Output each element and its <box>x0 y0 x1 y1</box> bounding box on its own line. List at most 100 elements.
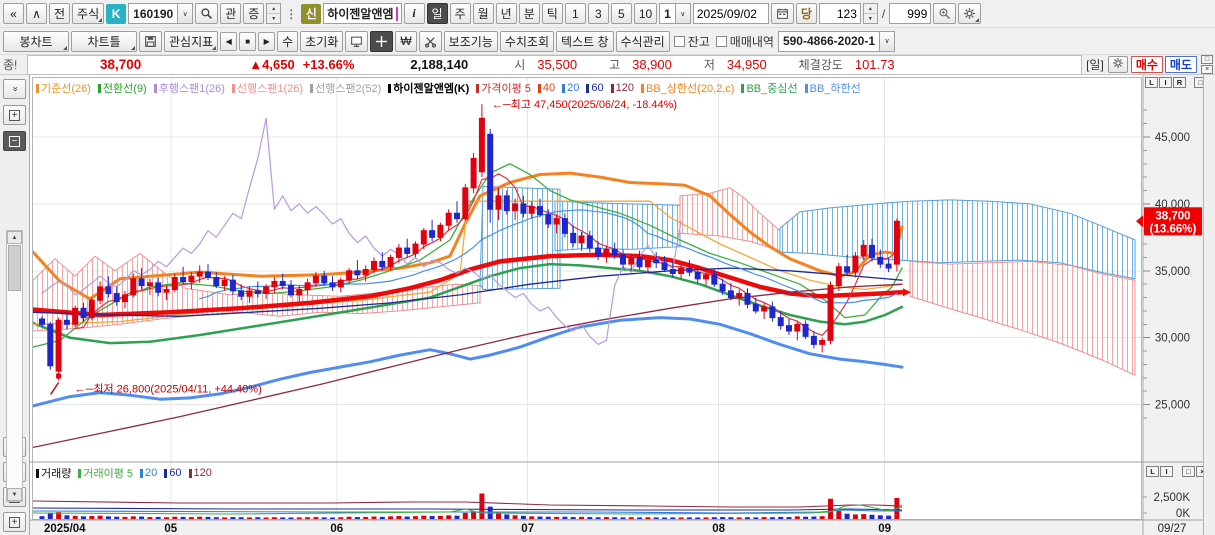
scroll-down-button[interactable]: ▼ <box>7 488 22 501</box>
svg-text:38,700: 38,700 <box>1155 210 1190 222</box>
value-lookup-button[interactable]: 수치조회 <box>499 30 555 52</box>
account-select[interactable]: 590-4866-2020-1 ∨ <box>777 30 896 52</box>
quote-bar: 종! 38,700 ▲4,650 +13.66% 2,188,140 시 35,… <box>0 54 1215 75</box>
add-pane-button[interactable]: + <box>3 105 26 125</box>
mini-close-button[interactable]: × <box>1201 65 1213 74</box>
count-spinner[interactable]: ▲ ▼ <box>862 3 878 24</box>
chart-frame-button[interactable]: 차트틀 <box>71 30 137 52</box>
strength-label: 체결강도 <box>798 58 843 72</box>
volume-pane-i-button[interactable]: I <box>1160 466 1173 477</box>
high-label: 고 <box>609 58 621 72</box>
period-month-button[interactable]: 월 <box>472 3 494 24</box>
jeon-button[interactable]: 전 <box>49 3 71 24</box>
scrollbar-thumb[interactable] <box>8 245 21 291</box>
period-week-button[interactable]: 주 <box>449 3 471 24</box>
svg-text:06: 06 <box>330 523 343 535</box>
text-window-button[interactable]: 텍스트 창 <box>556 30 614 52</box>
aux-function-button[interactable]: 보조기능 <box>443 30 498 52</box>
spinner-up-icon[interactable]: ▲ <box>267 4 281 14</box>
period-minute-button[interactable]: 분 <box>518 3 540 24</box>
interval-1-button[interactable]: 1 <box>564 3 586 24</box>
interval-3-button[interactable]: 3 <box>587 3 609 24</box>
window-prev-button[interactable]: « <box>3 3 24 24</box>
settings-button[interactable] <box>958 3 982 24</box>
spinner-down-icon[interactable]: ▼ <box>271 15 277 22</box>
favorite-indicator-button[interactable]: 관심지표 <box>164 30 219 52</box>
search-plus-button[interactable] <box>933 3 957 24</box>
scroll-left-button[interactable]: ◀ <box>220 31 238 51</box>
chart-canvas[interactable]: ←─최고 47,450(2025/06/24, -18.44%) ←─최저 26,… <box>30 75 1203 535</box>
legend-color-bar-icon <box>78 468 82 478</box>
mini-restore-button[interactable]: □ <box>1201 55 1213 64</box>
gear-icon <box>1112 57 1124 72</box>
balance-checkbox[interactable]: 잔고 <box>673 33 710 50</box>
legend-item: 40 <box>537 82 555 94</box>
svg-text:25,000: 25,000 <box>1155 400 1190 412</box>
period-tick-button[interactable]: 틱 <box>541 3 563 24</box>
buy-button[interactable]: 매수 <box>1130 56 1163 73</box>
spinner-down-icon[interactable]: ▼ <box>867 15 873 22</box>
scroll-up-button[interactable]: ▲ <box>7 231 22 244</box>
spinner-up-icon[interactable]: ▲ <box>863 4 877 14</box>
price-pane-l-button[interactable]: L <box>1145 77 1158 88</box>
sell-button[interactable]: 매도 <box>1164 56 1197 73</box>
add-indicator-button-4[interactable]: + <box>3 512 26 532</box>
clip-button[interactable] <box>418 30 442 52</box>
stock-name-field[interactable]: 하이젠알앤엠 <box>323 3 402 24</box>
count-input[interactable] <box>818 3 861 24</box>
remove-pane-button[interactable]: − <box>3 131 26 151</box>
chart-area: ←─최고 47,450(2025/06/24, -18.44%) ←─최저 26,… <box>30 75 1209 535</box>
search-stock-button[interactable] <box>195 3 219 24</box>
collapse-panel-button[interactable]: « <box>3 79 26 99</box>
save-icon <box>144 35 157 48</box>
chart-type-button[interactable]: 봉차트 <box>3 30 69 52</box>
interval-select[interactable]: 1 ∨ <box>659 3 691 24</box>
max-count-input[interactable] <box>889 3 932 24</box>
chevron-down-icon[interactable]: ∨ <box>879 31 895 51</box>
price-pane-r-button[interactable]: R <box>1173 77 1186 88</box>
sidebar-scrollbar[interactable]: ▲ ▼ <box>6 230 23 502</box>
legend-color-bar-icon <box>97 83 101 93</box>
calendar-button[interactable] <box>770 3 794 24</box>
legend-color-bar-icon <box>153 83 157 93</box>
dang-button[interactable]: 당 <box>795 3 817 24</box>
svg-text:(13.66%): (13.66%) <box>1150 223 1197 235</box>
legend-item: 후행스팬1(26) <box>153 80 225 96</box>
stock-code-input[interactable]: 160190 ∨ <box>128 3 194 24</box>
period-day-button[interactable]: 일 <box>426 3 448 24</box>
crosshair-button[interactable] <box>370 30 394 52</box>
legend-label: 선행스팬1(26) <box>236 83 304 95</box>
gwan-button[interactable]: 관 <box>220 3 242 24</box>
formula-manager-button[interactable]: 수식관리 <box>615 30 670 52</box>
date-input[interactable] <box>692 3 769 24</box>
volume-pane-l-button[interactable]: L <box>1146 466 1159 477</box>
interval-5-button[interactable]: 5 <box>610 3 632 24</box>
balance-checkbox-box[interactable] <box>673 35 685 47</box>
interval-select-value: 1 <box>664 6 671 21</box>
won-scale-button[interactable]: ₩ <box>395 30 417 52</box>
screen-mode-button[interactable] <box>345 30 369 52</box>
asset-type-button[interactable]: 주식 <box>72 3 105 24</box>
legend-label: 거래이평 5 <box>83 468 134 480</box>
chevron-down-icon[interactable]: ∨ <box>674 4 690 23</box>
jeung-button[interactable]: 증 <box>243 3 265 24</box>
stock-spinner[interactable]: ▲ ▼ <box>266 3 282 24</box>
volume-pane-maximize-button[interactable]: □ <box>1182 466 1195 477</box>
chevron-down-icon[interactable]: ∨ <box>177 4 193 23</box>
su-button[interactable]: 수 <box>277 30 299 52</box>
stop-button[interactable]: ■ <box>239 31 257 51</box>
stock-info-button[interactable]: i <box>403 3 425 24</box>
trade-history-checkbox[interactable]: 매매내역 <box>715 33 774 50</box>
slash-label: / <box>881 6 886 21</box>
trade-history-checkbox-box[interactable] <box>715 35 727 47</box>
reset-button[interactable]: 초기화 <box>300 30 344 52</box>
chart-settings-button[interactable] <box>1107 56 1128 73</box>
scroll-right-button[interactable]: ▶ <box>258 31 276 51</box>
kiwoom-logo-badge: K <box>106 3 127 24</box>
low-label: 저 <box>703 58 715 72</box>
interval-10-button[interactable]: 10 <box>633 3 658 24</box>
period-year-button[interactable]: 년 <box>495 3 517 24</box>
save-chart-button[interactable] <box>139 30 162 52</box>
price-pane-i-button[interactable]: I <box>1159 77 1172 88</box>
window-up-button[interactable]: ∧ <box>26 3 47 24</box>
